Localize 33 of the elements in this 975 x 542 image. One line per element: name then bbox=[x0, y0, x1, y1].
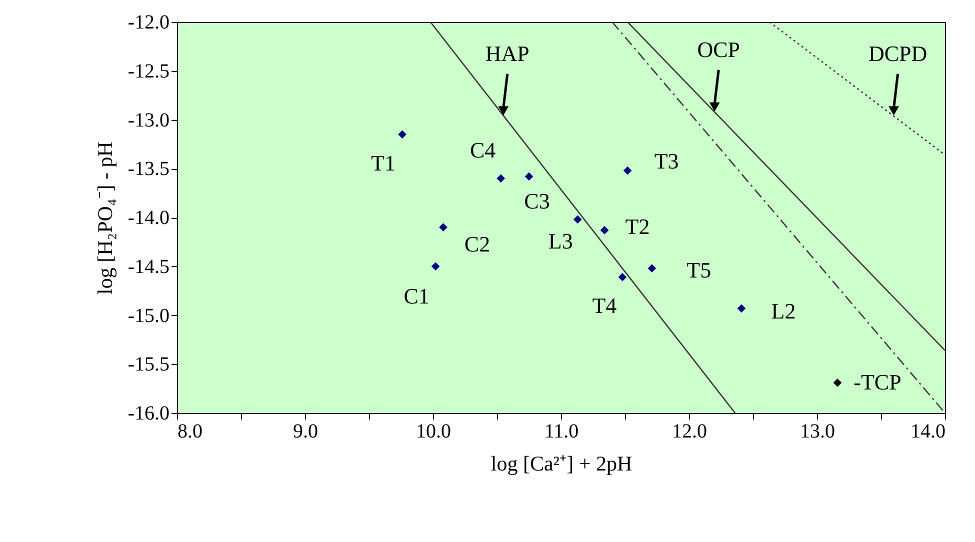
x-tick-label: 10.0 bbox=[416, 420, 451, 442]
data-label: C3 bbox=[524, 188, 550, 214]
data-label: L2 bbox=[771, 298, 796, 324]
data-label: C1 bbox=[404, 283, 430, 308]
y-tick-label: -14.5 bbox=[128, 256, 170, 278]
x-tick-label: 9.0 bbox=[293, 420, 318, 442]
x-tick-label: 11.0 bbox=[544, 420, 579, 442]
data-label: C4 bbox=[470, 137, 496, 162]
y-tick-label: -12.5 bbox=[128, 60, 170, 82]
x-tick-label: 14.0 bbox=[910, 420, 946, 442]
x-axis-title: log [Ca²⁺] + 2pH bbox=[490, 452, 632, 476]
y-tick-label: -16.0 bbox=[128, 402, 170, 424]
y-tick-label: -15.5 bbox=[128, 354, 170, 376]
annotation: HAP bbox=[485, 40, 530, 66]
x-tick-label: 13.0 bbox=[800, 420, 835, 442]
annotation: DCPD bbox=[868, 40, 928, 66]
data-label: C2 bbox=[464, 231, 490, 256]
y-tick-label: -12.0 bbox=[128, 12, 170, 34]
y-tick-label: -13.0 bbox=[128, 109, 170, 132]
data-label: T1 bbox=[371, 150, 396, 176]
annotation: OCP bbox=[697, 36, 740, 62]
data-label: T2 bbox=[625, 214, 650, 240]
y-axis-title: log [H₂PO₄⁻] - pH bbox=[92, 142, 117, 294]
x-tick-label: 12.0 bbox=[672, 420, 707, 442]
data-label: L3 bbox=[548, 228, 573, 254]
x-tick-label: 8.0 bbox=[178, 420, 202, 442]
y-tick-label: -14.0 bbox=[128, 207, 170, 229]
y-tick-label: -15.0 bbox=[128, 304, 170, 327]
data-label: T5 bbox=[686, 257, 712, 282]
data-label: T3 bbox=[654, 148, 679, 174]
data-label: -TCP bbox=[854, 370, 902, 395]
y-tick-label: -13.5 bbox=[128, 158, 170, 180]
data-label: T4 bbox=[592, 293, 617, 318]
